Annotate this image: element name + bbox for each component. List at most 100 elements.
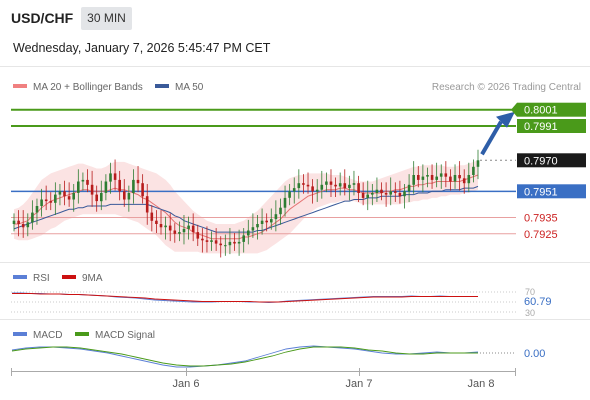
candle-body — [49, 201, 53, 203]
candle-body — [384, 193, 388, 195]
rsi-9ma-legend-label: 9MA — [82, 273, 103, 284]
candle-body — [113, 173, 117, 180]
candle-body — [86, 179, 89, 185]
candle-body — [26, 222, 30, 228]
candle-body — [219, 243, 222, 246]
candle-body — [196, 232, 200, 239]
rsi-legend-swatch — [13, 275, 27, 279]
candle-body — [265, 220, 268, 223]
resistance-label: 0.7991 — [524, 121, 558, 133]
candle-body — [141, 183, 144, 197]
candle-body — [407, 184, 411, 192]
candle-body — [375, 189, 379, 193]
candle-body — [251, 227, 255, 231]
candle-body — [444, 173, 448, 177]
candle-body — [334, 184, 337, 187]
candle-body — [302, 183, 305, 185]
source-label: Research © 2026 Trading Central — [432, 82, 581, 93]
candle-body — [109, 173, 112, 182]
candle-body — [210, 240, 213, 242]
rsi-tick-label: 70 — [525, 287, 535, 297]
candle-body — [357, 183, 360, 193]
candle-body — [90, 184, 94, 195]
candle-body — [270, 219, 273, 223]
last-price-label-bg — [517, 153, 586, 168]
datetime-label: Wednesday, January 7, 2026 5:45:47 PM CE… — [13, 41, 271, 55]
candle-body — [17, 220, 20, 224]
candle-body — [168, 225, 172, 231]
candle-body — [256, 224, 259, 228]
candle-body — [136, 179, 140, 184]
candle-body — [118, 179, 121, 192]
candle-body — [315, 189, 319, 192]
candle-body — [283, 197, 287, 208]
candle-body — [467, 175, 471, 184]
candle-body — [352, 183, 356, 185]
candle-body — [439, 173, 443, 177]
candle-body — [123, 191, 126, 200]
candle-body — [201, 238, 204, 241]
candle-body — [191, 225, 195, 233]
candle-body — [366, 194, 369, 198]
candle-body — [100, 193, 103, 202]
candle-body — [63, 191, 66, 197]
macd-signal-legend-swatch — [75, 332, 89, 336]
candle-body — [12, 220, 16, 224]
candle-body — [54, 194, 57, 203]
candle-body — [348, 184, 351, 189]
candle-body — [237, 241, 241, 244]
candle-body — [394, 191, 397, 193]
candle-body — [35, 206, 39, 213]
candle-body — [150, 212, 154, 221]
rsi-legend-label: RSI — [33, 273, 50, 284]
last-price-label: 0.7970 — [524, 155, 558, 167]
candle-body — [187, 225, 190, 229]
candle-body — [412, 175, 415, 185]
rsi-9ma-line — [12, 293, 478, 303]
candle-body — [361, 193, 365, 198]
candle-body — [343, 183, 347, 189]
candle-body — [292, 188, 296, 192]
candle-body — [311, 186, 314, 192]
candle-body — [31, 212, 34, 223]
chart-header: USD/CHF 30 MIN — [0, 0, 590, 38]
candle-body — [228, 241, 232, 246]
candle-body — [417, 175, 420, 180]
candle-body — [95, 194, 98, 202]
candle-body — [81, 179, 85, 182]
macd-panel: 0.00 — [11, 345, 545, 368]
candle-body — [458, 175, 461, 179]
candle-body — [449, 176, 452, 182]
candle-body — [40, 199, 43, 206]
x-tick-label: Jan 8 — [468, 378, 495, 390]
ma20-legend-swatch — [13, 84, 27, 88]
candle-body — [462, 178, 466, 184]
candle-body — [178, 232, 181, 234]
macd-legend-swatch — [13, 332, 27, 336]
ma50-legend-swatch — [155, 84, 169, 88]
candle-body — [320, 184, 324, 190]
candle-body — [72, 193, 75, 200]
candle-body — [44, 199, 48, 202]
candle-body — [145, 196, 149, 213]
macd-line — [11, 345, 479, 368]
bollinger-band — [14, 160, 478, 254]
resistance-label-bg — [517, 119, 586, 133]
candle-body — [242, 235, 245, 242]
candle-body — [325, 181, 328, 185]
candle-body — [329, 181, 333, 185]
candle-body — [224, 245, 227, 247]
candle-body — [233, 241, 236, 244]
candle-body — [58, 191, 62, 195]
candle-body — [426, 175, 429, 177]
ma20-legend-label: MA 20 + Bollinger Bands — [33, 82, 143, 93]
rsi-value-label: 60.79 — [524, 296, 552, 308]
timeframe-button[interactable]: 30 MIN — [81, 7, 132, 30]
candle-body — [403, 191, 406, 197]
candle-body — [260, 220, 264, 224]
candle-body — [247, 230, 250, 236]
macd-signal-legend-label: MACD Signal — [95, 330, 155, 341]
candle-body — [214, 240, 218, 244]
